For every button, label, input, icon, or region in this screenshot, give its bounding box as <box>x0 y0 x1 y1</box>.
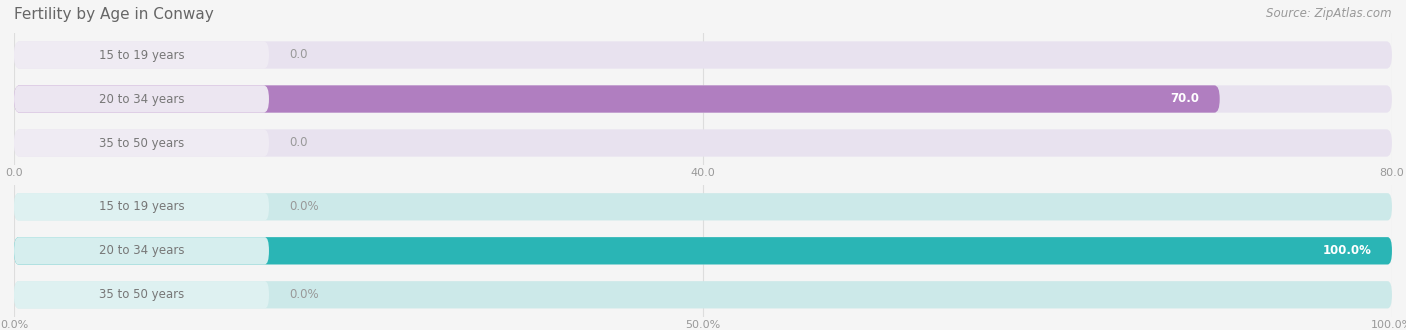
Text: 35 to 50 years: 35 to 50 years <box>98 288 184 301</box>
FancyBboxPatch shape <box>14 85 1392 113</box>
FancyBboxPatch shape <box>14 85 1219 113</box>
FancyBboxPatch shape <box>14 237 269 264</box>
FancyBboxPatch shape <box>14 193 269 220</box>
Text: 0.0: 0.0 <box>290 49 308 61</box>
Text: 0.0%: 0.0% <box>290 288 319 301</box>
Text: Fertility by Age in Conway: Fertility by Age in Conway <box>14 7 214 21</box>
Text: 15 to 19 years: 15 to 19 years <box>98 200 184 213</box>
FancyBboxPatch shape <box>14 237 1392 264</box>
FancyBboxPatch shape <box>14 281 1392 309</box>
FancyBboxPatch shape <box>14 41 269 69</box>
Text: 70.0: 70.0 <box>1170 92 1199 106</box>
Text: 15 to 19 years: 15 to 19 years <box>98 49 184 61</box>
FancyBboxPatch shape <box>14 85 269 113</box>
FancyBboxPatch shape <box>14 193 1392 220</box>
Text: 20 to 34 years: 20 to 34 years <box>98 92 184 106</box>
Text: 20 to 34 years: 20 to 34 years <box>98 244 184 257</box>
Text: Source: ZipAtlas.com: Source: ZipAtlas.com <box>1267 7 1392 19</box>
FancyBboxPatch shape <box>14 129 1392 157</box>
FancyBboxPatch shape <box>14 41 1392 69</box>
Text: 100.0%: 100.0% <box>1323 244 1371 257</box>
Text: 35 to 50 years: 35 to 50 years <box>98 137 184 149</box>
FancyBboxPatch shape <box>14 281 269 309</box>
Text: 0.0%: 0.0% <box>290 200 319 213</box>
FancyBboxPatch shape <box>14 129 269 157</box>
FancyBboxPatch shape <box>14 237 1392 264</box>
Text: 0.0: 0.0 <box>290 137 308 149</box>
